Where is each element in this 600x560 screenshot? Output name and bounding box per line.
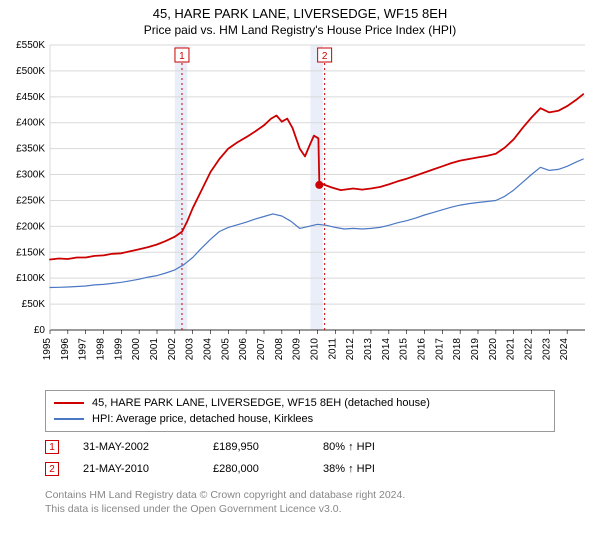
svg-text:2004: 2004 — [203, 338, 214, 361]
svg-text:2: 2 — [322, 51, 328, 62]
svg-text:2014: 2014 — [381, 338, 392, 361]
svg-text:£550K: £550K — [16, 40, 45, 51]
legend-swatch — [54, 418, 84, 419]
svg-text:2011: 2011 — [327, 338, 338, 360]
svg-text:1997: 1997 — [78, 338, 89, 361]
legend-label: HPI: Average price, detached house, Kirk… — [92, 413, 313, 425]
svg-text:2006: 2006 — [238, 338, 249, 361]
svg-text:£100K: £100K — [16, 273, 45, 284]
sale-pct: 80% ↑ HPI — [323, 441, 443, 453]
svg-text:2017: 2017 — [434, 338, 445, 361]
footnote-line: Contains HM Land Registry data © Crown c… — [45, 488, 405, 502]
svg-text:2022: 2022 — [524, 338, 535, 361]
legend-row: HPI: Average price, detached house, Kirk… — [54, 411, 546, 427]
sale-pct: 38% ↑ HPI — [323, 463, 443, 475]
svg-text:2002: 2002 — [167, 338, 178, 361]
svg-text:2008: 2008 — [274, 338, 285, 361]
chart-container: 45, HARE PARK LANE, LIVERSEDGE, WF15 8EH… — [0, 0, 600, 560]
sale-date: 31-MAY-2002 — [83, 441, 213, 453]
svg-text:2016: 2016 — [417, 338, 428, 361]
svg-text:1: 1 — [179, 51, 185, 62]
chart-title: 45, HARE PARK LANE, LIVERSEDGE, WF15 8EH — [0, 0, 600, 21]
sale-marker-icon: 2 — [45, 462, 59, 476]
svg-text:2020: 2020 — [488, 338, 499, 361]
legend-swatch — [54, 402, 84, 404]
svg-text:2007: 2007 — [256, 338, 267, 361]
sale-row: 2 21-MAY-2010£280,00038% ↑ HPI — [45, 458, 555, 480]
svg-text:2009: 2009 — [292, 338, 303, 361]
sale-price: £280,000 — [213, 463, 323, 475]
svg-text:2021: 2021 — [506, 338, 517, 361]
svg-text:2012: 2012 — [345, 338, 356, 361]
svg-text:2023: 2023 — [541, 338, 552, 361]
svg-text:£350K: £350K — [16, 144, 45, 155]
svg-text:£0: £0 — [34, 325, 46, 336]
line-chart-svg: £0 £50K £100K £150K £200K £250K £300K £350K £400… — [0, 40, 600, 380]
chart-area: £0 £50K £100K £150K £200K £250K £300K £350K £400… — [0, 40, 600, 380]
sale-row: 1 31-MAY-2002£189,95080% ↑ HPI — [45, 436, 555, 458]
chart-subtitle: Price paid vs. HM Land Registry's House … — [0, 21, 600, 37]
svg-text:2000: 2000 — [131, 338, 142, 361]
legend-box: 45, HARE PARK LANE, LIVERSEDGE, WF15 8EH… — [45, 390, 555, 432]
svg-text:2018: 2018 — [452, 338, 463, 361]
svg-text:2015: 2015 — [399, 338, 410, 361]
svg-text:£50K: £50K — [22, 299, 46, 310]
sale-marker-icon: 1 — [45, 440, 59, 454]
svg-text:1995: 1995 — [42, 338, 53, 361]
svg-text:2005: 2005 — [220, 338, 231, 361]
footnote-line: This data is licensed under the Open Gov… — [45, 502, 405, 516]
svg-text:£300K: £300K — [16, 170, 45, 181]
svg-text:£150K: £150K — [16, 247, 45, 258]
svg-text:2001: 2001 — [149, 338, 160, 361]
svg-text:2003: 2003 — [185, 338, 196, 361]
sales-table: 1 31-MAY-2002£189,95080% ↑ HPI 2 21-MAY-201… — [45, 436, 555, 480]
svg-text:2013: 2013 — [363, 338, 374, 361]
sale-price: £189,950 — [213, 441, 323, 453]
svg-text:1996: 1996 — [60, 338, 71, 361]
svg-text:1998: 1998 — [96, 338, 107, 361]
legend-row: 45, HARE PARK LANE, LIVERSEDGE, WF15 8EH… — [54, 395, 546, 411]
svg-text:1999: 1999 — [113, 338, 124, 361]
svg-text:£200K: £200K — [16, 221, 45, 232]
legend-label: 45, HARE PARK LANE, LIVERSEDGE, WF15 8EH… — [92, 397, 430, 409]
svg-text:£250K: £250K — [16, 195, 45, 206]
sale-date: 21-MAY-2010 — [83, 463, 213, 475]
svg-text:£500K: £500K — [16, 66, 45, 77]
svg-text:2024: 2024 — [559, 338, 570, 361]
svg-text:2019: 2019 — [470, 338, 481, 361]
svg-text:£450K: £450K — [16, 92, 45, 103]
svg-text:2010: 2010 — [310, 338, 321, 361]
footnote: Contains HM Land Registry data © Crown c… — [45, 488, 405, 516]
svg-text:£400K: £400K — [16, 118, 45, 129]
